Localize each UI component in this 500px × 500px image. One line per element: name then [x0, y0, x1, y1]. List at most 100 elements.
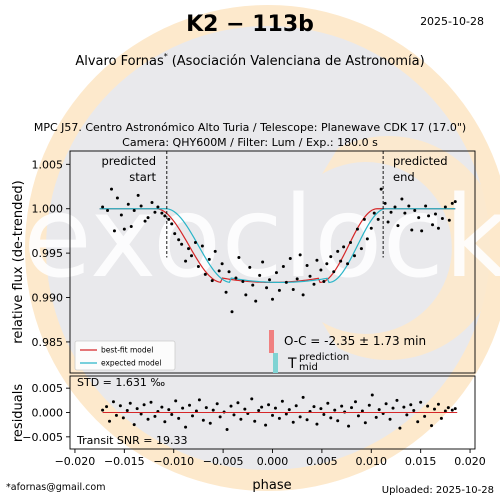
residual-point	[139, 412, 143, 416]
flux-point	[177, 238, 181, 242]
flux-point	[284, 280, 288, 284]
flux-point	[355, 227, 359, 231]
residual-point	[430, 424, 434, 428]
phase-tick-label: 0.005	[306, 455, 338, 468]
flux-point	[200, 244, 204, 248]
flux-point	[359, 247, 363, 251]
flux-point	[163, 214, 167, 218]
flux-axis-ticks: 0.985 0.990 0.995 1.000 1.005	[32, 158, 70, 349]
upload-date: Uploaded: 2025-10-28	[382, 485, 494, 496]
flux-point	[372, 211, 376, 215]
residual-point	[423, 414, 427, 418]
residual-point	[142, 403, 146, 407]
flux-point	[339, 259, 343, 263]
legend-expected-label: expected model	[101, 359, 161, 368]
flux-point	[433, 212, 437, 216]
residual-point	[114, 413, 118, 417]
residual-point	[333, 408, 337, 412]
flux-tick-label: 0.995	[32, 247, 64, 260]
flux-point	[193, 240, 197, 244]
snr-annotation: Transit SNR = 19.33	[76, 434, 188, 447]
phase-tick-label: 0.010	[356, 455, 388, 468]
flux-point	[319, 268, 323, 272]
flux-tick-label: 0.990	[32, 292, 64, 305]
residual-point	[294, 404, 298, 408]
flux-point	[325, 262, 329, 266]
model-curves	[99, 208, 456, 284]
residual-point	[232, 413, 236, 417]
residual-point	[125, 409, 129, 413]
std-annotation: STD = 1.631 ‰	[77, 376, 165, 389]
flux-point	[129, 224, 133, 228]
residual-point	[135, 407, 139, 411]
residual-point	[353, 400, 357, 404]
observer-line: Alvaro Fornas* (Asociación Valenciana de …	[75, 52, 424, 69]
flux-point	[126, 202, 130, 206]
flux-point	[248, 265, 252, 269]
flux-point	[386, 220, 390, 224]
residual-point	[243, 407, 247, 411]
residual-point	[163, 420, 167, 424]
residual-point	[374, 415, 378, 419]
residual-point	[121, 416, 125, 420]
flux-point	[136, 193, 140, 197]
residual-point	[208, 421, 212, 425]
flux-point	[295, 277, 299, 281]
predicted-start-label-1: predicted	[101, 154, 156, 168]
flux-point	[265, 286, 269, 290]
residual-point	[174, 399, 178, 403]
residual-point	[350, 406, 354, 410]
phase-tick-label: −0.020	[55, 455, 96, 468]
residual-point	[170, 412, 174, 416]
flux-point	[393, 205, 397, 209]
residual-point	[128, 401, 132, 405]
residual-point	[384, 402, 388, 406]
exoclock-watermark: exoclock	[23, 5, 500, 491]
flux-point	[241, 280, 245, 284]
flux-tick-label: 1.000	[32, 203, 64, 216]
flux-point	[431, 223, 435, 227]
watermark-logo-text: exoclock	[23, 173, 500, 303]
residual-point	[405, 413, 409, 417]
residual-point	[277, 416, 281, 420]
residual-point	[367, 403, 371, 407]
residual-point	[305, 418, 309, 422]
flux-point	[420, 229, 424, 233]
flux-point	[352, 254, 356, 258]
phase-axis-ticks: −0.020 −0.015 −0.010 −0.005 0.000 0.005 0.010 0…	[55, 449, 486, 468]
flux-point	[224, 290, 228, 294]
residual-point	[336, 419, 340, 423]
residual-point	[146, 417, 150, 421]
residual-point	[450, 408, 454, 412]
chart-legend: best-fit model expected model	[74, 340, 176, 371]
residual-point	[160, 405, 164, 409]
residual-point	[416, 420, 420, 424]
residual-point	[340, 404, 344, 408]
residual-point	[287, 408, 291, 412]
flux-point	[389, 210, 393, 214]
residual-point	[260, 405, 264, 409]
residual-point	[402, 405, 406, 409]
phase-tick-label: −0.005	[203, 455, 244, 468]
flux-point	[268, 278, 272, 282]
contact-email: *afornas@gmail.com	[6, 482, 105, 493]
flux-point	[281, 264, 285, 268]
flux-point	[410, 228, 414, 232]
residual-point	[264, 423, 268, 427]
residual-point	[211, 408, 215, 412]
flux-point	[305, 264, 309, 268]
light-curve-frame	[69, 150, 476, 374]
residual-point	[322, 412, 326, 416]
flux-point	[227, 270, 231, 274]
flux-point	[196, 264, 200, 268]
residual-point	[197, 398, 201, 402]
flux-point	[424, 204, 428, 208]
flux-point	[187, 247, 191, 251]
flux-point	[203, 272, 207, 276]
flux-point	[450, 201, 454, 205]
flux-point	[160, 211, 164, 215]
flux-point	[261, 260, 265, 264]
tmid-subscript: mid	[299, 362, 318, 373]
flux-point	[170, 222, 174, 226]
